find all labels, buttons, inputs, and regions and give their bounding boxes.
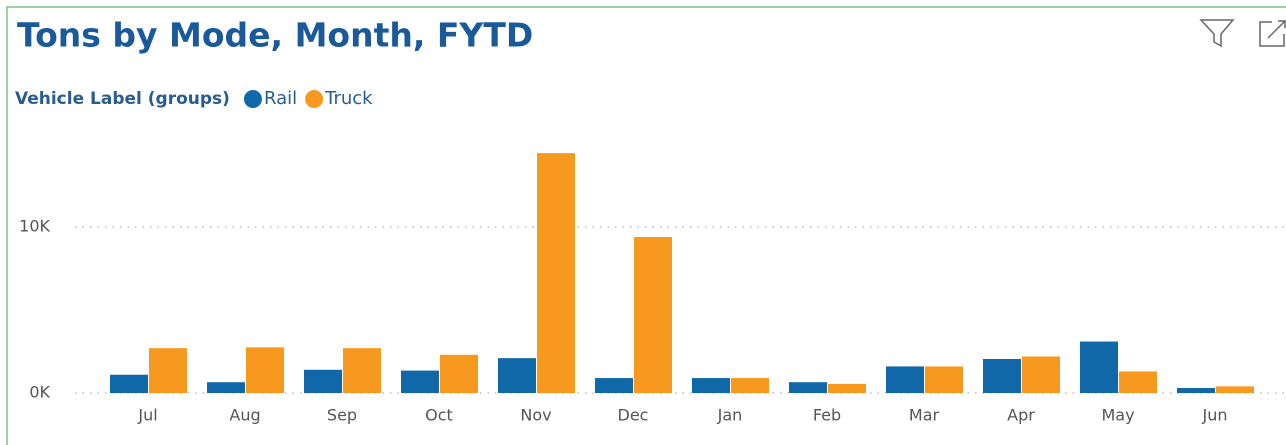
bar	[246, 347, 284, 393]
x-tick-label: Jun	[1202, 406, 1228, 425]
x-tick-label: Sep	[327, 406, 357, 425]
bar	[1216, 386, 1254, 393]
focus-mode-icon[interactable]	[1259, 20, 1286, 47]
bar	[731, 378, 769, 393]
bar	[343, 348, 381, 393]
bar	[498, 358, 536, 393]
bar	[110, 374, 148, 393]
y-tick-label: 0K	[29, 383, 50, 402]
bar	[983, 358, 1021, 393]
x-tick-label: Mar	[909, 406, 940, 425]
filter-icon[interactable]	[1199, 19, 1235, 48]
bar	[1080, 341, 1118, 393]
x-tick-label: Feb	[813, 406, 841, 425]
x-tick-label: Jan	[717, 406, 743, 425]
bar	[1119, 371, 1157, 393]
bar	[1022, 356, 1060, 393]
x-tick-label: May	[1101, 406, 1134, 425]
bar	[207, 382, 245, 393]
x-tick-label: Dec	[618, 406, 649, 425]
bar	[828, 383, 866, 393]
x-tick-label: Oct	[425, 406, 453, 425]
chart-title: Tons by Mode, Month, FYTD	[17, 16, 533, 55]
legend-label: Rail	[264, 88, 297, 109]
bar	[789, 382, 827, 393]
bar	[1177, 388, 1215, 393]
legend-marker	[305, 90, 324, 108]
x-tick-label: Apr	[1007, 406, 1035, 425]
bar	[886, 366, 924, 393]
legend-marker	[243, 90, 262, 108]
legend-title: Vehicle Label (groups)	[15, 89, 230, 109]
x-tick-label: Jul	[137, 406, 157, 425]
bar	[692, 378, 730, 393]
bar	[925, 366, 963, 393]
bar	[304, 369, 342, 393]
legend-label: Truck	[324, 88, 373, 109]
bar	[401, 370, 439, 393]
bar	[634, 236, 672, 393]
bar	[537, 153, 575, 393]
y-tick-label: 10K	[19, 217, 50, 236]
x-tick-label: Aug	[229, 406, 260, 425]
x-tick-label: Nov	[520, 406, 551, 425]
bar	[595, 378, 633, 393]
bar	[149, 348, 187, 393]
bar	[440, 354, 478, 393]
